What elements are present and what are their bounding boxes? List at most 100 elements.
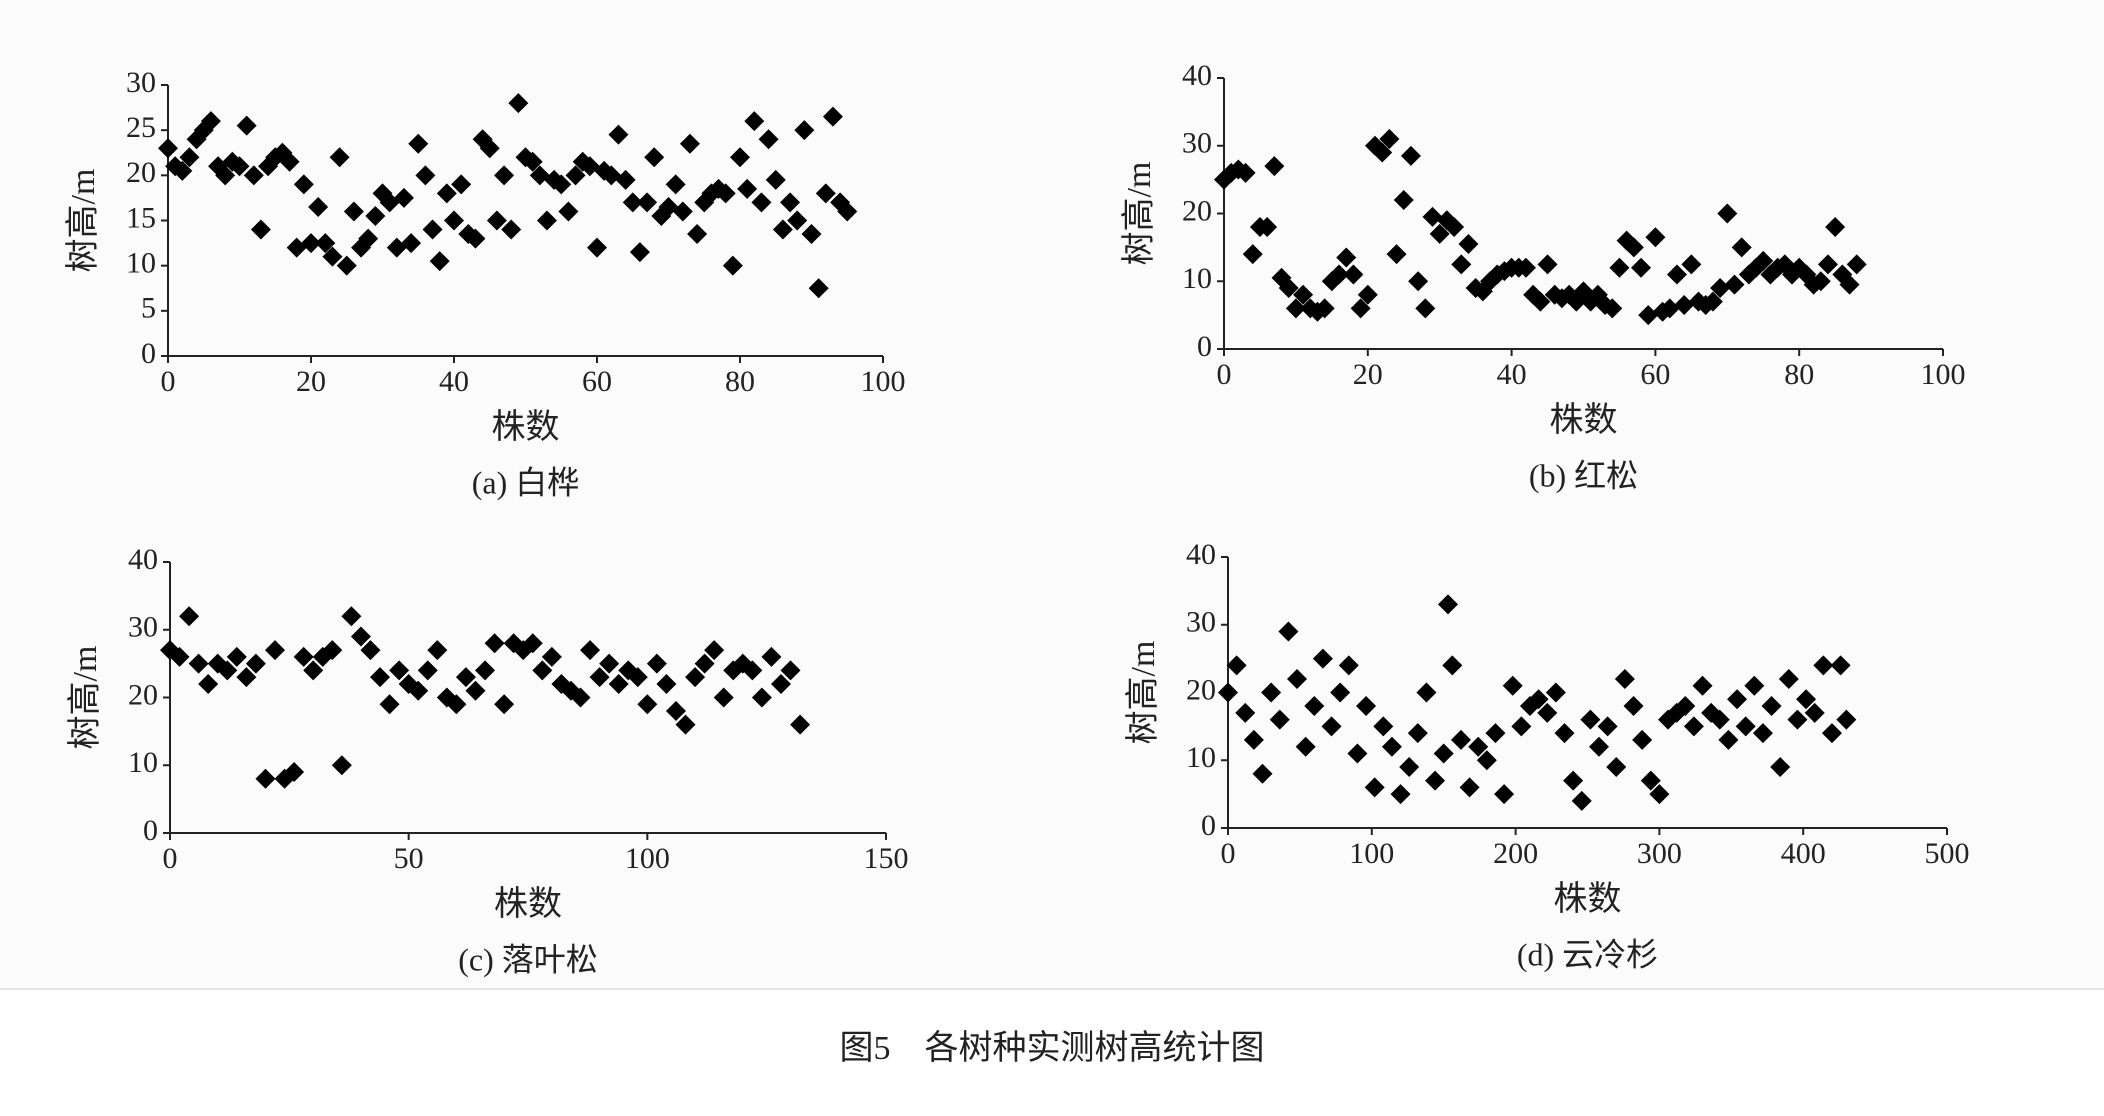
point [1373, 716, 1394, 737]
y-tick-label: 40 [128, 543, 158, 576]
point [751, 192, 772, 213]
point [1744, 675, 1765, 696]
point [765, 169, 786, 190]
point [1242, 244, 1263, 265]
point [1839, 274, 1860, 295]
point [1846, 254, 1867, 275]
point [1329, 264, 1350, 285]
x-tick-label: 20 [1353, 358, 1383, 391]
point [637, 694, 658, 715]
point [1243, 729, 1264, 750]
point [1485, 723, 1506, 744]
point [822, 106, 843, 127]
point [1638, 305, 1659, 326]
point [1357, 284, 1378, 305]
y-tick-label: 10 [126, 247, 156, 280]
point [179, 147, 200, 168]
point [1235, 702, 1256, 723]
x-tick-label: 100 [1349, 837, 1394, 870]
point [558, 201, 579, 222]
point [322, 246, 343, 267]
point [637, 192, 658, 213]
point [1379, 128, 1400, 149]
point [389, 660, 410, 681]
point [494, 694, 515, 715]
x-tick-label: 500 [1925, 837, 1970, 870]
point [615, 169, 636, 190]
point [1821, 723, 1842, 744]
point [1416, 682, 1437, 703]
chart-caption: (c) 落叶松 [458, 941, 598, 977]
point [1408, 271, 1429, 292]
point [1796, 689, 1817, 710]
point [679, 133, 700, 154]
point [687, 224, 708, 245]
point [1330, 682, 1351, 703]
point [265, 640, 286, 661]
point [794, 120, 815, 141]
point [1476, 750, 1497, 771]
y-tick-label: 10 [1182, 262, 1212, 295]
y-tick-label: 10 [1186, 741, 1216, 774]
point [1563, 770, 1584, 791]
point [1343, 264, 1364, 285]
chart-caption: (b) 红松 [1529, 457, 1638, 493]
x-tick-label: 400 [1781, 837, 1826, 870]
point [193, 120, 214, 141]
x-tick-label: 40 [439, 365, 469, 398]
point [1261, 682, 1282, 703]
point [408, 680, 429, 701]
x-tick-label: 200 [1493, 837, 1538, 870]
y-tick-label: 20 [126, 156, 156, 189]
point [1830, 655, 1851, 676]
point [1778, 668, 1799, 689]
point [1494, 784, 1515, 805]
point [322, 640, 343, 661]
point [422, 219, 443, 240]
point [722, 255, 743, 276]
point [303, 660, 324, 681]
x-axis-label: 株数 [494, 885, 562, 923]
point [1632, 729, 1653, 750]
point [329, 147, 350, 168]
point [1312, 648, 1333, 669]
point [1257, 217, 1278, 238]
point [1442, 655, 1463, 676]
point [1386, 244, 1407, 265]
point [1399, 757, 1420, 778]
y-tick-label: 10 [128, 746, 158, 779]
point [1425, 770, 1446, 791]
point [1753, 250, 1774, 271]
point [243, 165, 264, 186]
chart: 0 10 20 30 40 0 20 40 60 80 100 株数 树高/m (b) 红松 [1120, 59, 1966, 493]
point [772, 219, 793, 240]
point [665, 701, 686, 722]
chart-caption: (d) 云冷杉 [1517, 936, 1658, 972]
point [1640, 770, 1661, 791]
point [408, 133, 429, 154]
point [790, 714, 811, 735]
point [551, 174, 572, 195]
point [1692, 675, 1713, 696]
point [587, 237, 607, 258]
y-tick-label: 30 [128, 611, 158, 644]
y-tick-label: 20 [128, 678, 158, 711]
point [1338, 655, 1359, 676]
point [245, 653, 266, 674]
y-tick-label: 0 [143, 814, 158, 847]
y-tick-label: 0 [1201, 809, 1216, 842]
point [1710, 278, 1731, 299]
point [350, 626, 371, 647]
point [1438, 594, 1459, 615]
x-tick-label: 20 [296, 365, 326, 398]
point [1285, 298, 1306, 319]
point [737, 178, 758, 199]
point [780, 660, 801, 681]
point [451, 174, 472, 195]
point [484, 633, 505, 654]
x-axis-label: 株数 [1550, 401, 1618, 439]
point [1825, 217, 1846, 238]
point [198, 673, 219, 694]
